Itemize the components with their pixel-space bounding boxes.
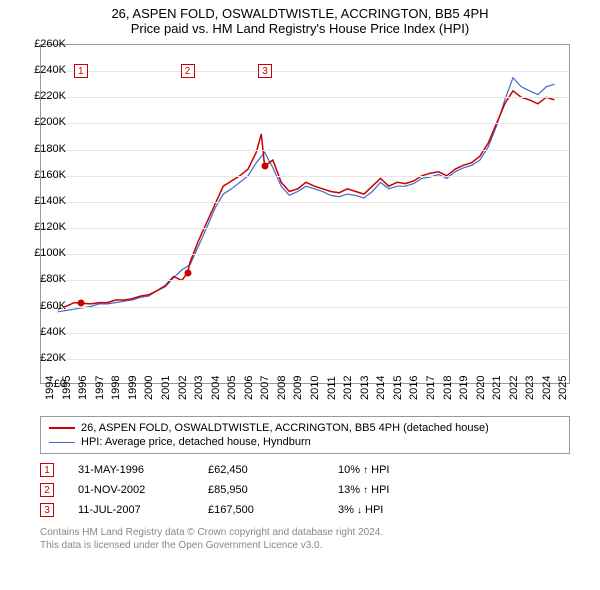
x-tick-label: 1994 xyxy=(44,376,56,400)
x-tick-label: 2005 xyxy=(226,376,238,400)
x-tick-label: 2004 xyxy=(210,376,222,400)
x-tick-label: 2021 xyxy=(491,376,503,400)
gridline xyxy=(41,307,569,308)
event-change: 3% ↓ HPI xyxy=(338,504,438,516)
y-tick-label: £80K xyxy=(40,273,66,285)
legend-swatch xyxy=(49,427,75,429)
x-tick-label: 2008 xyxy=(276,376,288,400)
x-tick-label: 2006 xyxy=(243,376,255,400)
x-tick-label: 1999 xyxy=(127,376,139,400)
event-marker: 3 xyxy=(258,64,272,78)
gridline xyxy=(41,97,569,98)
x-tick-label: 2012 xyxy=(342,376,354,400)
chart-title: 26, ASPEN FOLD, OSWALDTWISTLE, ACCRINGTO… xyxy=(0,0,600,21)
x-tick-label: 2013 xyxy=(359,376,371,400)
x-tick-label: 2003 xyxy=(193,376,205,400)
footer: Contains HM Land Registry data © Crown c… xyxy=(40,526,570,552)
x-tick-label: 2009 xyxy=(292,376,304,400)
x-tick-label: 2016 xyxy=(408,376,420,400)
y-tick-label: £20K xyxy=(40,352,66,364)
x-tick-label: 2024 xyxy=(541,376,553,400)
x-tick-label: 2007 xyxy=(259,376,271,400)
x-tick-label: 2019 xyxy=(458,376,470,400)
y-tick-label: £140K xyxy=(34,195,66,207)
event-price: £62,450 xyxy=(208,464,338,476)
gridline xyxy=(41,254,569,255)
event-change: 13% ↑ HPI xyxy=(338,484,438,496)
gridline xyxy=(41,123,569,124)
footer-line1: Contains HM Land Registry data © Crown c… xyxy=(40,526,570,539)
y-tick-label: £180K xyxy=(34,143,66,155)
chart-container: 123 £0£20K£40K£60K£80K£100K£120K£140K£16… xyxy=(40,44,600,414)
y-tick-label: £260K xyxy=(34,38,66,50)
event-row: 1 31-MAY-1996£62,45010% ↑ HPI xyxy=(40,460,570,480)
event-dot xyxy=(184,269,191,276)
event-num: 1 xyxy=(40,463,54,477)
x-tick-label: 2000 xyxy=(143,376,155,400)
x-tick-label: 2017 xyxy=(425,376,437,400)
legend-box: 26, ASPEN FOLD, OSWALDTWISTLE, ACCRINGTO… xyxy=(40,416,570,454)
event-price: £167,500 xyxy=(208,504,338,516)
x-tick-label: 2023 xyxy=(524,376,536,400)
x-tick-label: 2022 xyxy=(508,376,520,400)
gridline xyxy=(41,150,569,151)
gridline xyxy=(41,176,569,177)
legend-item: HPI: Average price, detached house, Hynd… xyxy=(49,435,561,449)
x-tick-label: 2015 xyxy=(392,376,404,400)
x-tick-label: 2002 xyxy=(177,376,189,400)
event-dot xyxy=(77,300,84,307)
y-tick-label: £40K xyxy=(40,326,66,338)
x-tick-label: 2010 xyxy=(309,376,321,400)
y-tick-label: £220K xyxy=(34,90,66,102)
gridline xyxy=(41,359,569,360)
x-tick-label: 1997 xyxy=(94,376,106,400)
gridline xyxy=(41,333,569,334)
event-row: 2 01-NOV-2002£85,95013% ↑ HPI xyxy=(40,480,570,500)
legend-label: 26, ASPEN FOLD, OSWALDTWISTLE, ACCRINGTO… xyxy=(81,422,489,434)
event-date: 11-JUL-2007 xyxy=(78,504,208,516)
legend-swatch xyxy=(49,442,75,443)
legend-item: 26, ASPEN FOLD, OSWALDTWISTLE, ACCRINGTO… xyxy=(49,421,561,435)
gridline xyxy=(41,228,569,229)
event-marker: 2 xyxy=(181,64,195,78)
gridline xyxy=(41,202,569,203)
legend-label: HPI: Average price, detached house, Hynd… xyxy=(81,436,311,448)
y-tick-label: £240K xyxy=(34,64,66,76)
y-tick-label: £60K xyxy=(40,300,66,312)
x-tick-label: 1995 xyxy=(61,376,73,400)
x-tick-label: 1996 xyxy=(77,376,89,400)
x-tick-label: 2011 xyxy=(326,376,338,400)
x-tick-label: 1998 xyxy=(110,376,122,400)
event-date: 01-NOV-2002 xyxy=(78,484,208,496)
x-tick-label: 2020 xyxy=(475,376,487,400)
y-tick-label: £160K xyxy=(34,169,66,181)
event-marker: 1 xyxy=(74,64,88,78)
plot-area: 1 2 3 xyxy=(40,44,570,384)
event-change: 10% ↑ HPI xyxy=(338,464,438,476)
event-dot xyxy=(262,162,269,169)
chart-subtitle: Price paid vs. HM Land Registry's House … xyxy=(0,21,600,40)
y-tick-label: £120K xyxy=(34,221,66,233)
event-row: 3 11-JUL-2007£167,5003% ↓ HPI xyxy=(40,500,570,520)
series-line xyxy=(58,78,555,312)
gridline xyxy=(41,71,569,72)
event-date: 31-MAY-1996 xyxy=(78,464,208,476)
footer-line2: This data is licensed under the Open Gov… xyxy=(40,539,570,552)
x-tick-label: 2018 xyxy=(442,376,454,400)
events-list: 1 31-MAY-1996£62,45010% ↑ HPI 2 01-NOV-2002… xyxy=(40,460,570,520)
x-tick-label: 2014 xyxy=(375,376,387,400)
x-tick-label: 2025 xyxy=(557,376,569,400)
gridline xyxy=(41,280,569,281)
event-num: 3 xyxy=(40,503,54,517)
event-num: 2 xyxy=(40,483,54,497)
y-tick-label: £200K xyxy=(34,116,66,128)
y-tick-label: £100K xyxy=(34,247,66,259)
line-svg xyxy=(41,45,571,385)
x-tick-label: 2001 xyxy=(160,376,172,400)
event-price: £85,950 xyxy=(208,484,338,496)
